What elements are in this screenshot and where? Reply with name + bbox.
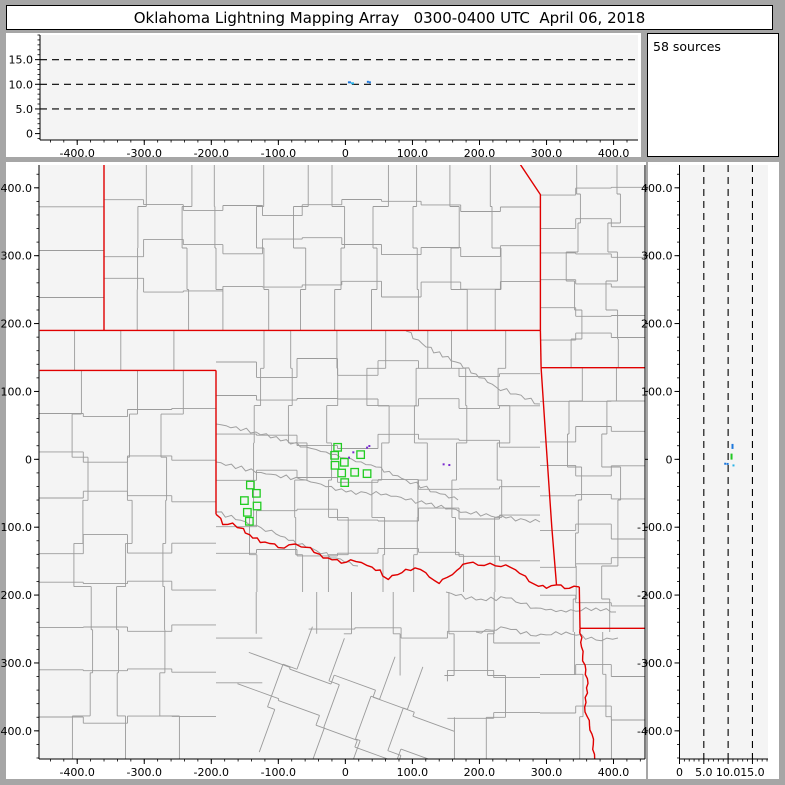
svg-text:-100.0: -100.0	[261, 147, 296, 160]
svg-text:300.0: 300.0	[531, 766, 563, 779]
sources-count-label: 58 sources	[653, 39, 721, 54]
svg-text:-300.0: -300.0	[127, 147, 162, 160]
svg-text:100.0: 100.0	[641, 385, 673, 398]
svg-text:5.0: 5.0	[695, 766, 713, 779]
svg-text:-200.0: -200.0	[637, 589, 672, 602]
svg-text:300.0: 300.0	[1, 250, 33, 263]
svg-text:300.0: 300.0	[531, 147, 563, 160]
svg-text:15.0: 15.0	[740, 766, 765, 779]
svg-text:100.0: 100.0	[397, 766, 429, 779]
svg-text:-300.0: -300.0	[127, 766, 162, 779]
svg-text:-300.0: -300.0	[637, 657, 672, 670]
svg-text:0: 0	[342, 147, 349, 160]
svg-text:-200.0: -200.0	[0, 589, 32, 602]
svg-text:300.0: 300.0	[641, 250, 673, 263]
svg-text:400.0: 400.0	[598, 147, 630, 160]
svg-text:0: 0	[676, 766, 683, 779]
svg-text:200.0: 200.0	[641, 318, 673, 331]
panel-source-count: 58 sources	[647, 33, 779, 157]
svg-text:200.0: 200.0	[464, 147, 496, 160]
svg-text:400.0: 400.0	[598, 766, 630, 779]
title-bar: Oklahoma Lightning Mapping Array 0300-04…	[6, 5, 773, 30]
svg-text:400.0: 400.0	[641, 182, 673, 195]
altitude-northsouth-plot: 0 5.0 10.0 15.0 400.0 300.0 200.0 100.0 0 -100.0 -…	[637, 165, 768, 779]
svg-text:-400.0: -400.0	[637, 725, 672, 738]
svg-text:400.0: 400.0	[1, 182, 33, 195]
svg-text:200.0: 200.0	[1, 318, 33, 331]
svg-text:100.0: 100.0	[1, 385, 33, 398]
svg-text:5.0: 5.0	[16, 103, 34, 116]
plan-view-map-plot: -400.0 -300.0 -200.0 -100.0 0 100.0 200.0 300.0…	[0, 165, 650, 779]
svg-text:-200.0: -200.0	[194, 766, 229, 779]
page-title: Oklahoma Lightning Mapping Array 0300-04…	[133, 8, 646, 27]
svg-text:-400.0: -400.0	[59, 147, 94, 160]
svg-text:-400.0: -400.0	[0, 725, 32, 738]
panel-altitude-vs-northsouth: 0 5.0 10.0 15.0 400.0 300.0 200.0 100.0 0 -100.0 -…	[637, 162, 779, 779]
svg-text:0: 0	[26, 128, 33, 141]
svg-text:-400.0: -400.0	[59, 766, 94, 779]
svg-text:0: 0	[342, 766, 349, 779]
altitude-eastwest-plot: -400.0 -300.0 -200.0 -100.0 0 100.0 200.0 300.0…	[9, 34, 638, 160]
svg-text:-100.0: -100.0	[261, 766, 296, 779]
svg-text:0: 0	[25, 453, 32, 466]
svg-text:10.0: 10.0	[716, 766, 741, 779]
svg-text:15.0: 15.0	[9, 54, 34, 67]
svg-text:-200.0: -200.0	[194, 147, 229, 160]
panel-plan-view-map: -400.0 -300.0 -200.0 -100.0 0 100.0 200.0 300.0…	[0, 162, 650, 779]
svg-text:10.0: 10.0	[9, 78, 34, 91]
panel-altitude-vs-eastwest: -400.0 -300.0 -200.0 -100.0 0 100.0 200.0 300.0…	[6, 33, 641, 160]
svg-text:-100.0: -100.0	[0, 521, 32, 534]
svg-text:-300.0: -300.0	[0, 657, 32, 670]
svg-text:200.0: 200.0	[464, 766, 496, 779]
svg-text:0: 0	[666, 453, 673, 466]
svg-text:100.0: 100.0	[397, 147, 429, 160]
svg-text:-100.0: -100.0	[637, 521, 672, 534]
